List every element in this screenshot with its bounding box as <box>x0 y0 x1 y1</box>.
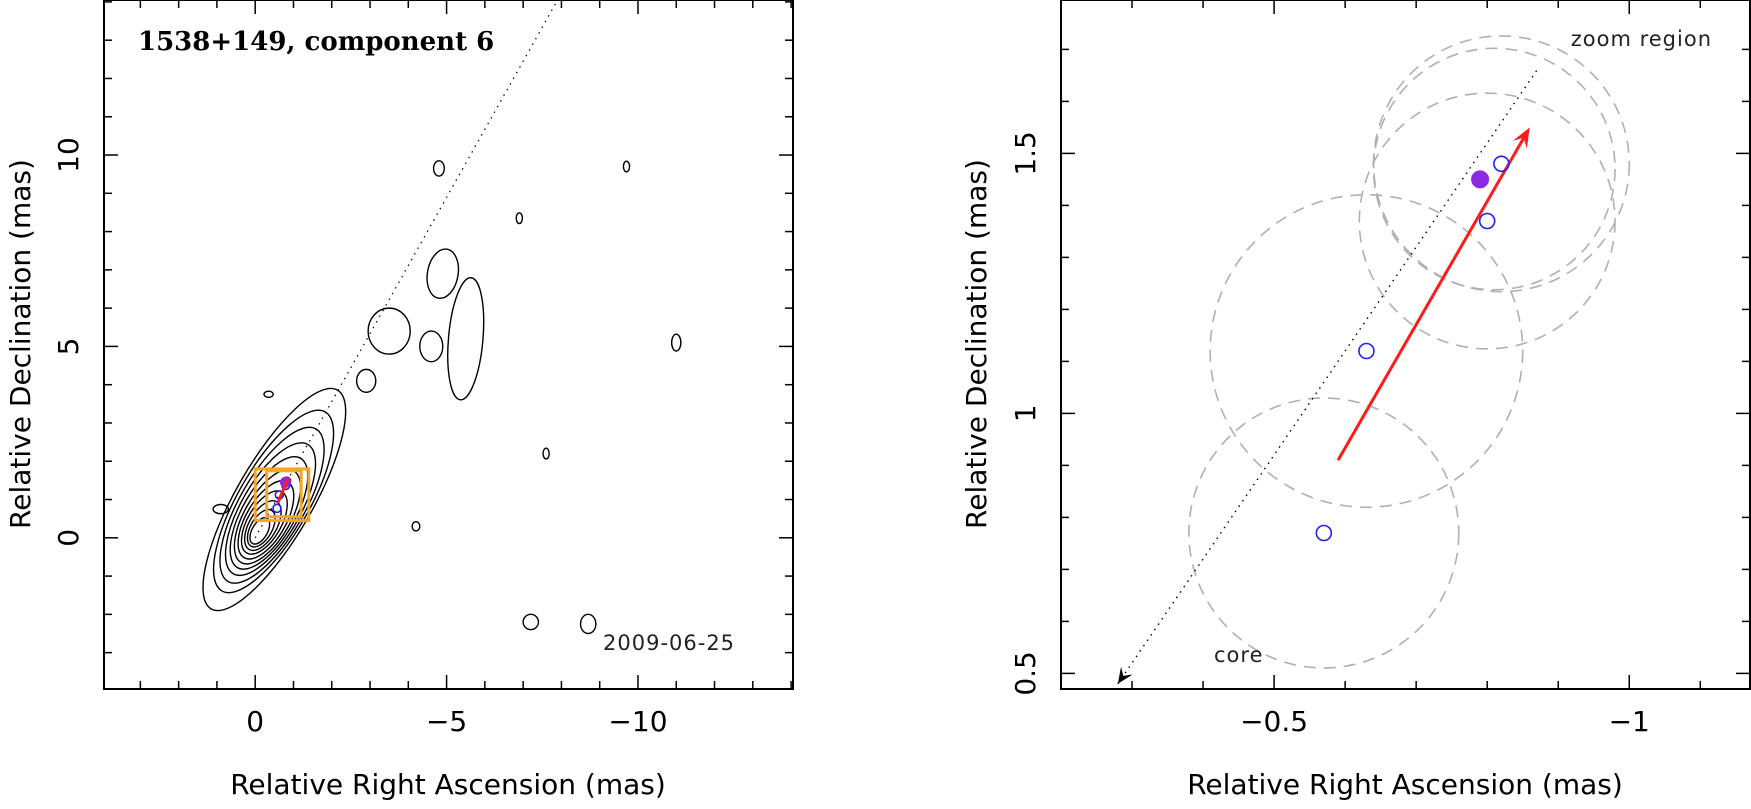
epoch-marker <box>272 503 282 514</box>
contour-line <box>542 447 550 460</box>
left-chart-title: 1538+149, component 6 <box>138 27 494 57</box>
contour-line <box>246 508 276 548</box>
x-tick-label: −1 <box>1609 705 1650 738</box>
contour-line <box>224 442 317 577</box>
current-epoch-marker <box>1471 170 1490 189</box>
epoch-marker <box>1315 524 1333 542</box>
zoom-box <box>265 469 303 519</box>
left-plot-content <box>202 0 682 635</box>
contour-line <box>263 390 274 399</box>
zoom-region-label: zoom region <box>1571 27 1712 51</box>
left-panel: 0 −5 −10 0 5 10 1538+149, component 6 2009-06… <box>4 0 794 801</box>
error-circle <box>1188 397 1460 669</box>
zoom-box <box>253 467 311 523</box>
left-y-axis-label: Relative Declination (mas) <box>4 159 37 529</box>
jet-direction-line <box>254 0 559 539</box>
jet-direction-line <box>1117 69 1538 685</box>
right-plot-frame <box>1060 0 1751 690</box>
y-tick-label: 1 <box>1009 404 1042 422</box>
x-tick-label: −10 <box>608 705 667 738</box>
left-plot-frame <box>103 0 794 690</box>
velocity-arrow <box>276 477 290 504</box>
contour-line <box>579 613 597 635</box>
error-circle <box>1358 92 1616 350</box>
contour-line <box>243 500 282 552</box>
contour-line <box>367 307 411 355</box>
y-tick-label: 1.5 <box>1009 131 1042 176</box>
x-tick-label: −5 <box>426 705 467 738</box>
epoch-marker <box>1478 212 1496 230</box>
error-circle <box>1209 193 1524 509</box>
y-tick-label: 5 <box>52 337 85 355</box>
contour-line <box>212 503 230 515</box>
contour-line <box>515 212 524 225</box>
contour-line <box>212 409 335 594</box>
core-arrowhead <box>1117 666 1133 684</box>
contour-line <box>229 455 309 570</box>
left-ticks: 0 −5 −10 0 5 10 <box>52 0 793 738</box>
contour-line <box>670 333 682 352</box>
right-x-axis-label: Relative Right Ascension (mas) <box>1187 768 1623 801</box>
contour-line <box>249 517 271 545</box>
epoch-marker <box>1493 155 1510 173</box>
y-tick-label: 10 <box>52 137 85 173</box>
contour-line <box>447 277 485 401</box>
left-date-label: 2009-06-25 <box>603 631 735 655</box>
epoch-marker <box>1358 342 1375 360</box>
right-panel: −0.5 −1 0.5 1 1.5 zoom region core Relative … <box>960 0 1751 801</box>
right-clipped-group <box>1117 35 1631 685</box>
right-y-axis-label: Relative Declination (mas) <box>960 159 993 529</box>
contour-line <box>202 387 347 612</box>
error-circle <box>1372 47 1616 291</box>
right-plot-content <box>1117 35 1631 685</box>
contour-line <box>355 368 377 394</box>
core-label: core <box>1214 643 1264 667</box>
y-tick-label: 0 <box>52 529 85 547</box>
contour-line <box>426 248 460 300</box>
velocity-arrowhead <box>1512 127 1530 149</box>
y-tick-label: 0.5 <box>1009 651 1042 696</box>
contour-line <box>419 330 444 363</box>
velocity-arrow-shaft <box>1336 135 1527 461</box>
contour-line <box>411 521 421 532</box>
x-tick-label: −0.5 <box>1240 705 1308 738</box>
contour-line <box>622 160 631 173</box>
x-tick-label: 0 <box>246 705 264 738</box>
left-x-axis-label: Relative Right Ascension (mas) <box>230 768 666 801</box>
right-ticks: −0.5 −1 0.5 1 1.5 <box>1009 0 1750 738</box>
contour-line <box>432 160 445 177</box>
contour-line <box>522 613 540 631</box>
